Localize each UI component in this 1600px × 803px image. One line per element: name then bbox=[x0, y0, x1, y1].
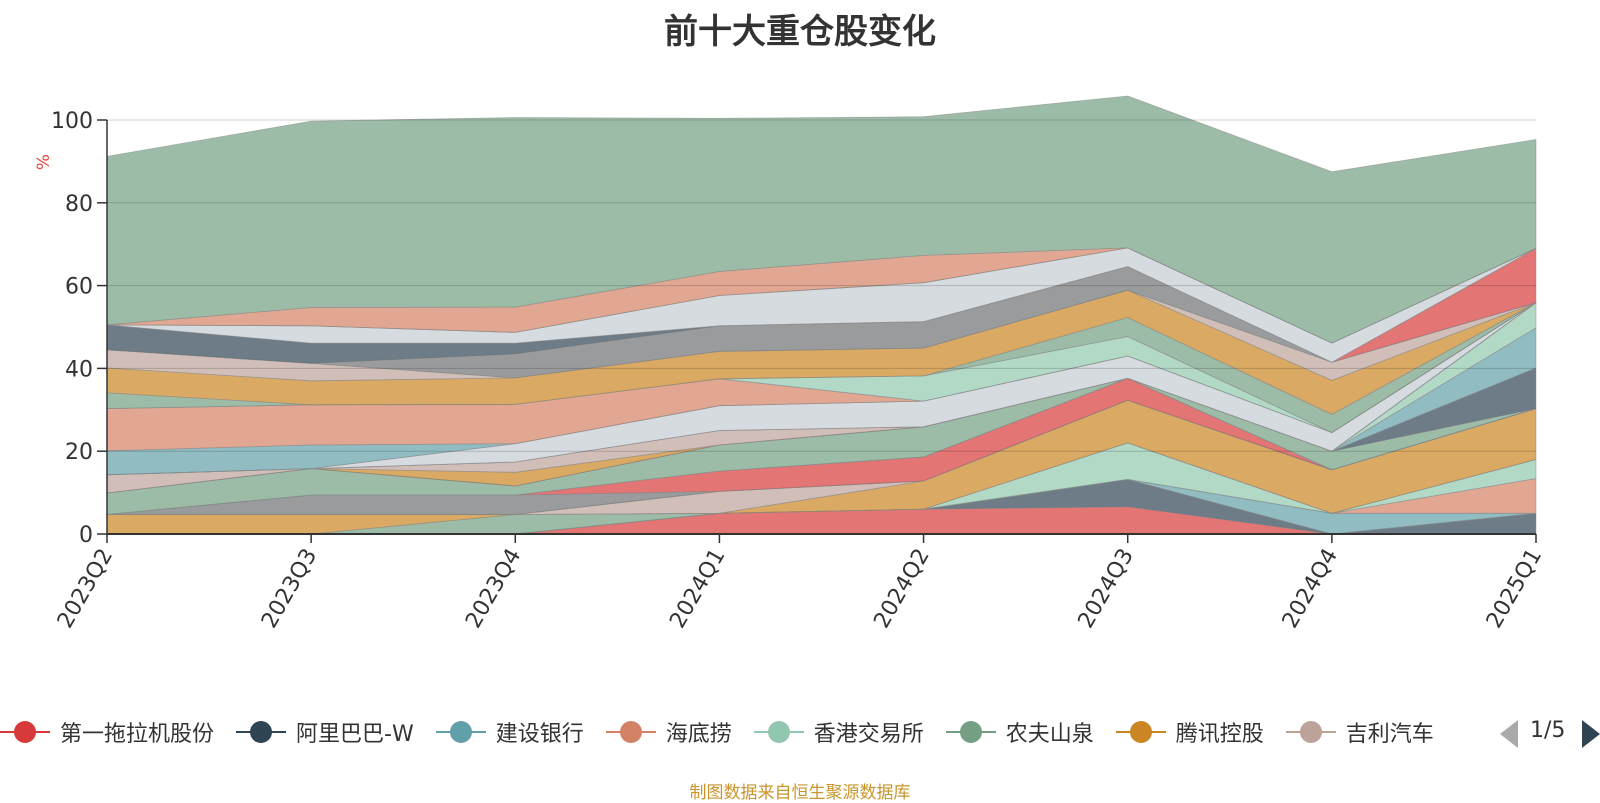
x-tick-label: 2023Q3 bbox=[257, 545, 322, 633]
x-tick-label: 2024Q3 bbox=[1074, 545, 1139, 633]
legend-item[interactable]: 农夫山泉 bbox=[945, 712, 1094, 752]
legend-item[interactable]: 吉利汽车 bbox=[1285, 712, 1434, 752]
legend-marker-icon bbox=[945, 717, 996, 747]
legend-item[interactable]: 阿里巴巴-W bbox=[236, 712, 414, 752]
legend-page-indicator: 1/5 bbox=[1530, 718, 1566, 743]
x-tick-label: 2023Q4 bbox=[461, 545, 526, 633]
legend-marker-icon bbox=[236, 717, 287, 747]
legend-marker-icon bbox=[605, 717, 656, 747]
legend-label: 阿里巴巴-W bbox=[296, 722, 414, 747]
legend: 第一拖拉机股份 阿里巴巴-W 建设银行 海底捞 香港交易所 农夫山泉 腾讯控股 吉利汽车 1/… bbox=[0, 712, 1600, 752]
y-tick-label: 60 bbox=[65, 275, 93, 300]
legend-item[interactable]: 第一拖拉机股份 bbox=[0, 712, 214, 752]
legend-item[interactable]: 海底捞 bbox=[605, 712, 732, 752]
y-tick-label: 100 bbox=[51, 109, 93, 134]
legend-marker-icon bbox=[1115, 717, 1166, 747]
y-tick-label: 40 bbox=[65, 357, 93, 382]
legend-items: 第一拖拉机股份 阿里巴巴-W 建设银行 海底捞 香港交易所 农夫山泉 腾讯控股 吉利汽车 bbox=[0, 712, 1482, 752]
legend-label: 建设银行 bbox=[495, 722, 584, 747]
area-series-34 bbox=[106, 95, 1537, 344]
legend-label: 海底捞 bbox=[665, 722, 732, 747]
legend-label: 农夫山泉 bbox=[1005, 722, 1094, 747]
legend-item[interactable]: 建设银行 bbox=[435, 712, 584, 752]
x-tick-label: 2023Q2 bbox=[53, 545, 118, 633]
legend-prev-page-icon[interactable] bbox=[1500, 720, 1518, 748]
legend-marker-icon bbox=[0, 717, 50, 747]
legend-label: 香港交易所 bbox=[813, 722, 924, 747]
data-source-note: 制图数据来自恒生聚源数据库 bbox=[689, 783, 911, 803]
x-tick-label: 2024Q1 bbox=[665, 545, 730, 633]
legend-item[interactable]: 香港交易所 bbox=[753, 712, 924, 752]
legend-marker-icon bbox=[435, 717, 486, 747]
y-tick-label: 0 bbox=[79, 523, 93, 548]
legend-marker-icon bbox=[753, 717, 804, 747]
x-tick-label: 2025Q1 bbox=[1482, 545, 1547, 633]
y-tick-label: 80 bbox=[65, 192, 93, 217]
legend-label: 吉利汽车 bbox=[1345, 722, 1434, 747]
chart-title: 前十大重仓股变化 bbox=[664, 12, 936, 52]
stacked-area-chart: 0 20 40 60 80 100 2023Q2 2023Q3 2023Q4 2024Q1 2024… bbox=[51, 95, 1547, 633]
legend-item[interactable]: 腾讯控股 bbox=[1115, 712, 1264, 752]
legend-label: 腾讯控股 bbox=[1175, 722, 1264, 747]
x-tick-label: 2024Q2 bbox=[869, 545, 934, 633]
x-tick-label: 2024Q4 bbox=[1278, 545, 1343, 633]
legend-label: 第一拖拉机股份 bbox=[60, 722, 215, 747]
y-tick-label: 20 bbox=[65, 440, 93, 465]
legend-next-page-icon[interactable] bbox=[1582, 720, 1600, 748]
legend-marker-icon bbox=[1285, 717, 1336, 747]
